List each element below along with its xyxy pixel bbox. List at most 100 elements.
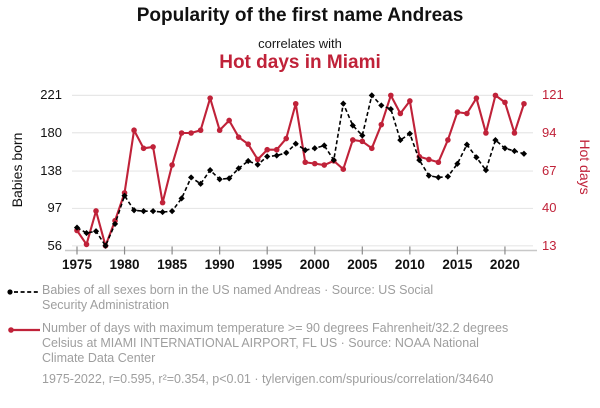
data-point-hot-days: [93, 208, 99, 214]
data-point-babies: [416, 157, 423, 164]
data-point-babies: [111, 220, 119, 228]
data-point-babies: [463, 141, 471, 148]
data-point-hot-days: [464, 110, 470, 117]
data-point-hot-days: [378, 121, 385, 128]
data-point-hot-days: [435, 159, 442, 166]
data-point-hot-days: [207, 95, 213, 101]
y-tick-label-right: 94: [542, 125, 557, 140]
y-tick-label-left: 180: [40, 124, 62, 140]
data-point-hot-days: [445, 137, 451, 143]
data-point-babies: [368, 92, 375, 99]
x-tick-label: 2015: [442, 257, 473, 272]
data-point-hot-days: [388, 92, 394, 99]
data-point-hot-days: [131, 127, 137, 134]
data-point-hot-days: [292, 100, 299, 107]
data-point-hot-days: [245, 141, 251, 147]
data-point-babies: [226, 175, 233, 182]
data-point-babies: [169, 208, 176, 215]
data-point-babies: [121, 192, 128, 199]
data-point-babies: [140, 208, 147, 215]
data-point-hot-days: [369, 145, 375, 152]
data-point-babies: [330, 157, 337, 164]
data-point-babies: [387, 105, 394, 113]
data-point-babies: [188, 174, 195, 181]
y-tick-label-right: 13: [542, 237, 557, 253]
data-point-hot-days: [511, 130, 518, 136]
y-tick-label-left: 221: [40, 87, 62, 103]
data-point-hot-days: [492, 92, 499, 99]
data-point-babies: [235, 165, 242, 172]
data-point-babies: [273, 152, 280, 159]
data-point-babies: [254, 161, 261, 168]
data-point-babies: [511, 147, 518, 155]
data-point-hot-days: [254, 156, 261, 163]
data-point-hot-days: [178, 130, 185, 136]
data-point-babies: [435, 174, 442, 181]
data-point-hot-days: [426, 156, 432, 163]
data-point-hot-days: [283, 135, 290, 142]
data-point-babies: [130, 207, 138, 214]
data-point-babies: [340, 100, 347, 107]
x-tick-label: 1975: [61, 257, 93, 272]
data-point-babies: [264, 153, 271, 160]
legend-text-babies: Babies of all sexes born in the US named…: [42, 283, 434, 312]
data-point-babies: [207, 167, 214, 174]
data-point-babies: [102, 242, 109, 249]
x-tick-label: 2005: [347, 257, 378, 272]
data-point-babies: [492, 136, 499, 144]
data-point-babies: [302, 146, 309, 154]
stats-and-source-line: 1975-2022, r=0.595, r²=0.354, p<0.01 · t…: [42, 372, 494, 386]
legend-text-hotdays: Number of days with maximum temperature …: [42, 321, 509, 365]
data-point-babies: [473, 154, 480, 161]
data-point-hot-days: [473, 95, 480, 101]
x-tick-label: 2000: [299, 257, 330, 272]
data-point-babies: [92, 228, 100, 235]
y-tick-label-left: 97: [47, 200, 62, 216]
data-point-hot-days: [235, 134, 242, 140]
data-point-hot-days: [226, 117, 232, 124]
data-point-babies: [501, 145, 509, 152]
data-point-hot-days: [349, 137, 356, 143]
y-tick-label-left: 56: [47, 237, 62, 253]
data-point-hot-days: [340, 166, 347, 173]
data-point-hot-days: [159, 199, 166, 206]
data-point-hot-days: [302, 159, 309, 166]
y-tick-label-right: 121: [542, 87, 564, 103]
x-tick-label: 1980: [109, 257, 140, 272]
data-point-hot-days: [521, 100, 527, 107]
data-point-hot-days: [188, 130, 194, 136]
data-point-babies: [321, 142, 328, 149]
x-tick-label: 1985: [157, 257, 188, 272]
data-point-hot-days: [359, 138, 366, 145]
data-point-babies: [378, 102, 385, 109]
x-tick-label: 1990: [204, 257, 235, 272]
chart-subtitle: correlates with: [258, 36, 342, 51]
data-point-hot-days: [454, 109, 461, 115]
data-point-hot-days: [83, 241, 90, 248]
data-point-hot-days: [321, 162, 328, 168]
y-tick-label-right: 67: [542, 162, 557, 178]
data-point-babies: [283, 149, 290, 156]
y-tick-label-right: 40: [542, 200, 557, 216]
data-point-babies: [216, 176, 223, 183]
chart-title-secondary: Hot days in Miami: [219, 52, 381, 73]
data-point-babies: [397, 136, 404, 144]
data-point-hot-days: [311, 160, 318, 167]
data-point-hot-days: [483, 130, 489, 136]
data-point-hot-days: [197, 127, 204, 134]
data-point-hot-days: [169, 162, 175, 168]
data-point-babies: [520, 150, 528, 157]
data-point-babies: [159, 208, 166, 216]
data-point-hot-days: [216, 127, 223, 134]
data-point-babies: [245, 157, 252, 165]
data-point-babies: [197, 180, 204, 187]
data-point-babies: [83, 229, 90, 237]
data-point-hot-days: [140, 145, 147, 152]
data-point-hot-days: [502, 99, 508, 106]
data-point-babies: [454, 160, 461, 167]
data-point-babies: [311, 145, 318, 152]
legend-marker-babies-icon: [7, 289, 40, 295]
data-point-babies: [482, 167, 490, 174]
data-point-babies: [425, 172, 432, 179]
